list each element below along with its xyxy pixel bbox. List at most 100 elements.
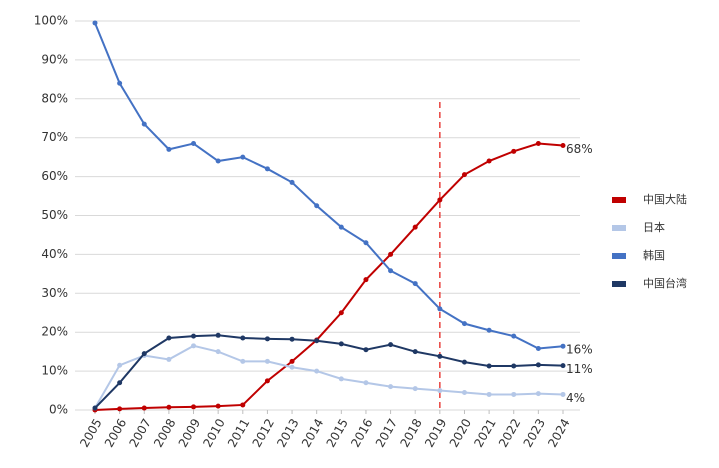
data-label: 4% bbox=[566, 391, 585, 405]
data-point bbox=[289, 336, 295, 342]
data-point bbox=[511, 333, 517, 339]
x-tick-label: 2022 bbox=[496, 416, 523, 449]
data-point bbox=[215, 349, 221, 355]
x-tick-label: 2021 bbox=[471, 416, 498, 449]
data-point bbox=[437, 197, 443, 203]
x-tick-label: 2018 bbox=[397, 416, 424, 449]
y-tick-label: 20% bbox=[41, 325, 68, 339]
y-tick-label: 0% bbox=[49, 403, 68, 417]
x-tick-label: 2012 bbox=[250, 416, 277, 449]
y-tick-label: 80% bbox=[41, 91, 68, 105]
data-point bbox=[363, 347, 369, 353]
x-tick-label: 2005 bbox=[77, 416, 104, 449]
series-line bbox=[94, 334, 564, 409]
y-tick-label: 70% bbox=[41, 130, 68, 144]
data-point bbox=[215, 332, 221, 338]
legend-label: 韩国 bbox=[643, 248, 665, 262]
data-point bbox=[461, 389, 467, 395]
series-line bbox=[94, 142, 564, 411]
legend-swatch bbox=[612, 225, 626, 231]
data-point bbox=[511, 391, 517, 397]
data-point bbox=[461, 359, 467, 365]
data-point bbox=[412, 386, 418, 392]
x-tick-label: 2024 bbox=[545, 416, 572, 449]
data-point bbox=[437, 353, 443, 359]
data-point bbox=[191, 343, 197, 349]
data-point bbox=[117, 406, 123, 412]
x-tick-label: 2020 bbox=[447, 416, 474, 449]
data-point bbox=[437, 388, 443, 394]
data-point bbox=[92, 20, 98, 26]
y-tick-label: 10% bbox=[41, 364, 68, 378]
data-point bbox=[289, 358, 295, 364]
x-tick-label: 2013 bbox=[274, 416, 301, 449]
data-point bbox=[412, 224, 418, 230]
data-point bbox=[486, 158, 492, 164]
data-point bbox=[117, 362, 123, 368]
data-point bbox=[289, 364, 295, 370]
data-point bbox=[240, 358, 246, 364]
data-point bbox=[289, 179, 295, 185]
x-tick-label: 2011 bbox=[225, 416, 252, 449]
data-point bbox=[363, 380, 369, 386]
data-point bbox=[363, 240, 369, 246]
data-point bbox=[535, 346, 541, 352]
data-point bbox=[388, 251, 394, 257]
legend-label: 中国台湾 bbox=[643, 276, 687, 290]
data-point bbox=[486, 391, 492, 397]
x-tick-label: 2008 bbox=[151, 416, 178, 449]
y-tick-label: 60% bbox=[41, 169, 68, 183]
data-point bbox=[486, 327, 492, 333]
series-line bbox=[94, 344, 564, 409]
data-point bbox=[191, 404, 197, 410]
data-point bbox=[535, 362, 541, 368]
data-point bbox=[388, 268, 394, 274]
legend-label: 中国大陆 bbox=[643, 192, 687, 206]
x-tick-label: 2019 bbox=[422, 416, 449, 449]
data-point bbox=[166, 335, 172, 341]
data-point bbox=[141, 121, 147, 127]
data-point bbox=[117, 380, 123, 386]
data-point bbox=[191, 333, 197, 339]
x-tick-label: 2006 bbox=[102, 416, 129, 449]
data-point bbox=[511, 363, 517, 369]
data-point bbox=[461, 321, 467, 327]
y-tick-label: 30% bbox=[41, 286, 68, 300]
data-point bbox=[166, 356, 172, 362]
x-tick-label: 2015 bbox=[324, 416, 351, 449]
data-point bbox=[363, 277, 369, 283]
data-point bbox=[264, 378, 270, 384]
data-point bbox=[264, 166, 270, 172]
data-point bbox=[92, 405, 98, 411]
data-point bbox=[338, 310, 344, 316]
data-point bbox=[388, 384, 394, 390]
y-tick-label: 100% bbox=[34, 14, 68, 28]
y-tick-label: 50% bbox=[41, 208, 68, 222]
x-tick-label: 2023 bbox=[521, 416, 548, 449]
data-label: 16% bbox=[566, 343, 593, 357]
data-point bbox=[264, 336, 270, 342]
data-point bbox=[461, 172, 467, 178]
legend-swatch bbox=[612, 197, 626, 203]
data-point bbox=[535, 141, 541, 147]
series-line bbox=[94, 22, 564, 350]
data-point bbox=[166, 146, 172, 152]
data-point bbox=[314, 203, 320, 209]
data-point bbox=[412, 349, 418, 355]
data-label: 68% bbox=[566, 142, 593, 156]
data-point bbox=[560, 142, 566, 148]
data-point bbox=[338, 224, 344, 230]
data-point bbox=[240, 154, 246, 160]
data-point bbox=[560, 343, 566, 349]
data-point bbox=[560, 363, 566, 369]
data-point bbox=[486, 363, 492, 369]
data-point bbox=[314, 368, 320, 374]
data-point bbox=[117, 80, 123, 86]
data-point bbox=[314, 338, 320, 344]
data-point bbox=[412, 281, 418, 287]
data-point bbox=[560, 391, 566, 397]
data-point bbox=[264, 358, 270, 364]
data-point bbox=[535, 391, 541, 397]
x-tick-label: 2016 bbox=[348, 416, 375, 449]
